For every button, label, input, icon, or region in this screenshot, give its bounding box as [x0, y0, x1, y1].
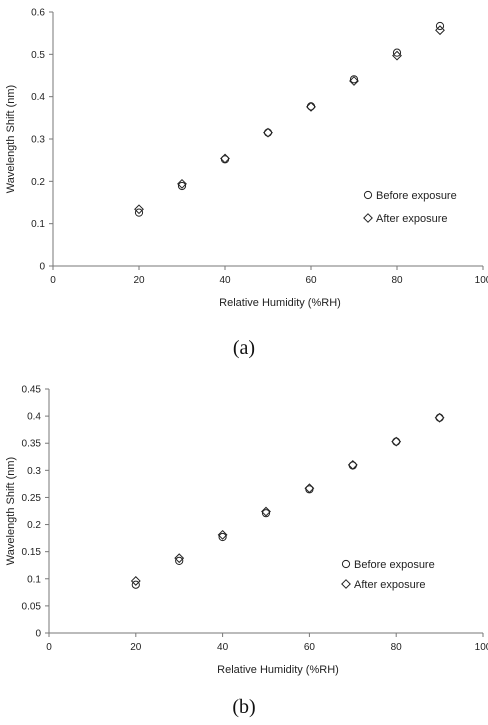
data-point-diamond: [435, 25, 445, 36]
x-tick-label: 80: [391, 642, 403, 653]
y-tick-label: 0: [39, 262, 45, 273]
data-point-diamond: [306, 101, 316, 112]
data-point-circle: [218, 532, 227, 542]
data-point-diamond: [391, 436, 402, 447]
x-tick-label: 100: [475, 275, 488, 286]
x-tick-label: 40: [219, 275, 231, 286]
data-point-diamond: [217, 529, 228, 540]
y-tick-label: 0.6: [31, 8, 45, 19]
data-point-circle: [392, 437, 401, 446]
data-point-circle: [175, 556, 184, 565]
y-tick-label: 0.25: [22, 493, 42, 504]
y-tick-label: 0.15: [22, 547, 42, 558]
data-point-diamond: [434, 412, 445, 423]
y-tick-label: 0.1: [31, 219, 45, 230]
data-point-diamond: [220, 153, 230, 164]
legend-label: Before exposure: [376, 190, 457, 202]
y-tick-label: 0.05: [22, 601, 42, 612]
data-point-diamond: [392, 50, 402, 61]
data-point-circle: [177, 181, 187, 191]
x-axis-label: Relative Humidity (%RH): [217, 664, 339, 676]
y-axis-label: Wavelength Shift (nm): [5, 85, 17, 193]
x-tick-label: 0: [50, 275, 56, 286]
y-tick-label: 0.1: [27, 574, 41, 585]
y-tick-label: 0.35: [22, 439, 42, 450]
legend-label: Before exposure: [354, 559, 435, 571]
data-point-circle: [392, 48, 402, 57]
y-tick-label: 0.3: [31, 135, 45, 146]
data-point-diamond: [304, 483, 315, 494]
y-tick-label: 0.3: [27, 466, 41, 477]
data-point-diamond: [263, 127, 273, 138]
data-point-diamond: [261, 506, 271, 517]
data-point-circle: [131, 580, 140, 589]
data-point-diamond: [177, 178, 187, 189]
y-tick-label: 0: [35, 629, 41, 640]
legend-marker-circle: [363, 190, 373, 200]
y-tick-label: 0.45: [22, 385, 42, 396]
legend-marker-diamond: [341, 579, 351, 589]
data-point-circle: [435, 21, 445, 31]
legend-label: After exposure: [354, 579, 426, 591]
legend-marker-diamond: [363, 213, 373, 223]
x-tick-label: 20: [133, 275, 145, 286]
data-point-circle: [261, 509, 271, 518]
y-tick-label: 0.2: [27, 520, 41, 531]
x-tick-label: 60: [305, 275, 317, 286]
x-tick-label: 40: [217, 642, 229, 653]
y-tick-label: 0.4: [31, 92, 45, 103]
x-tick-label: 80: [391, 275, 403, 286]
chart-panel-b: 0 20 40 60 80 100 0 0.05 0.1 0.15 0.2 0.25 0.3 0.35 0.…: [5, 385, 488, 719]
data-point-circle: [134, 208, 144, 217]
x-tick-label: 20: [130, 642, 142, 653]
x-tick-label: 60: [304, 642, 316, 653]
figure-caption: (a): [233, 337, 255, 359]
data-point-diamond: [349, 76, 359, 86]
figure-caption: (b): [232, 696, 255, 718]
data-point-diamond: [130, 576, 141, 586]
legend-label: After exposure: [376, 213, 448, 225]
legend-marker-circle: [341, 559, 351, 569]
x-axis-label: Relative Humidity (%RH): [219, 297, 341, 309]
y-tick-label: 0.4: [27, 412, 41, 423]
x-tick-label: 100: [475, 642, 488, 653]
data-point-diamond: [134, 204, 144, 215]
data-point-circle: [435, 413, 444, 422]
x-tick-label: 0: [46, 642, 52, 653]
y-axis-label: Wavelength Shift (nm): [5, 457, 17, 565]
y-tick-label: 0.2: [31, 177, 45, 188]
chart-panel-a: 0 20 40 60 80 100 0 0.1 0.2 0.3 0.4 0.5 0.6 Relative …: [5, 8, 488, 360]
series-after-exposure: [130, 412, 445, 586]
series-after-exposure: [134, 25, 445, 215]
data-point-circle: [349, 75, 359, 84]
y-tick-label: 0.5: [31, 50, 45, 61]
data-point-circle: [263, 128, 273, 137]
data-point-diamond: [347, 460, 358, 470]
data-point-diamond: [174, 553, 185, 564]
